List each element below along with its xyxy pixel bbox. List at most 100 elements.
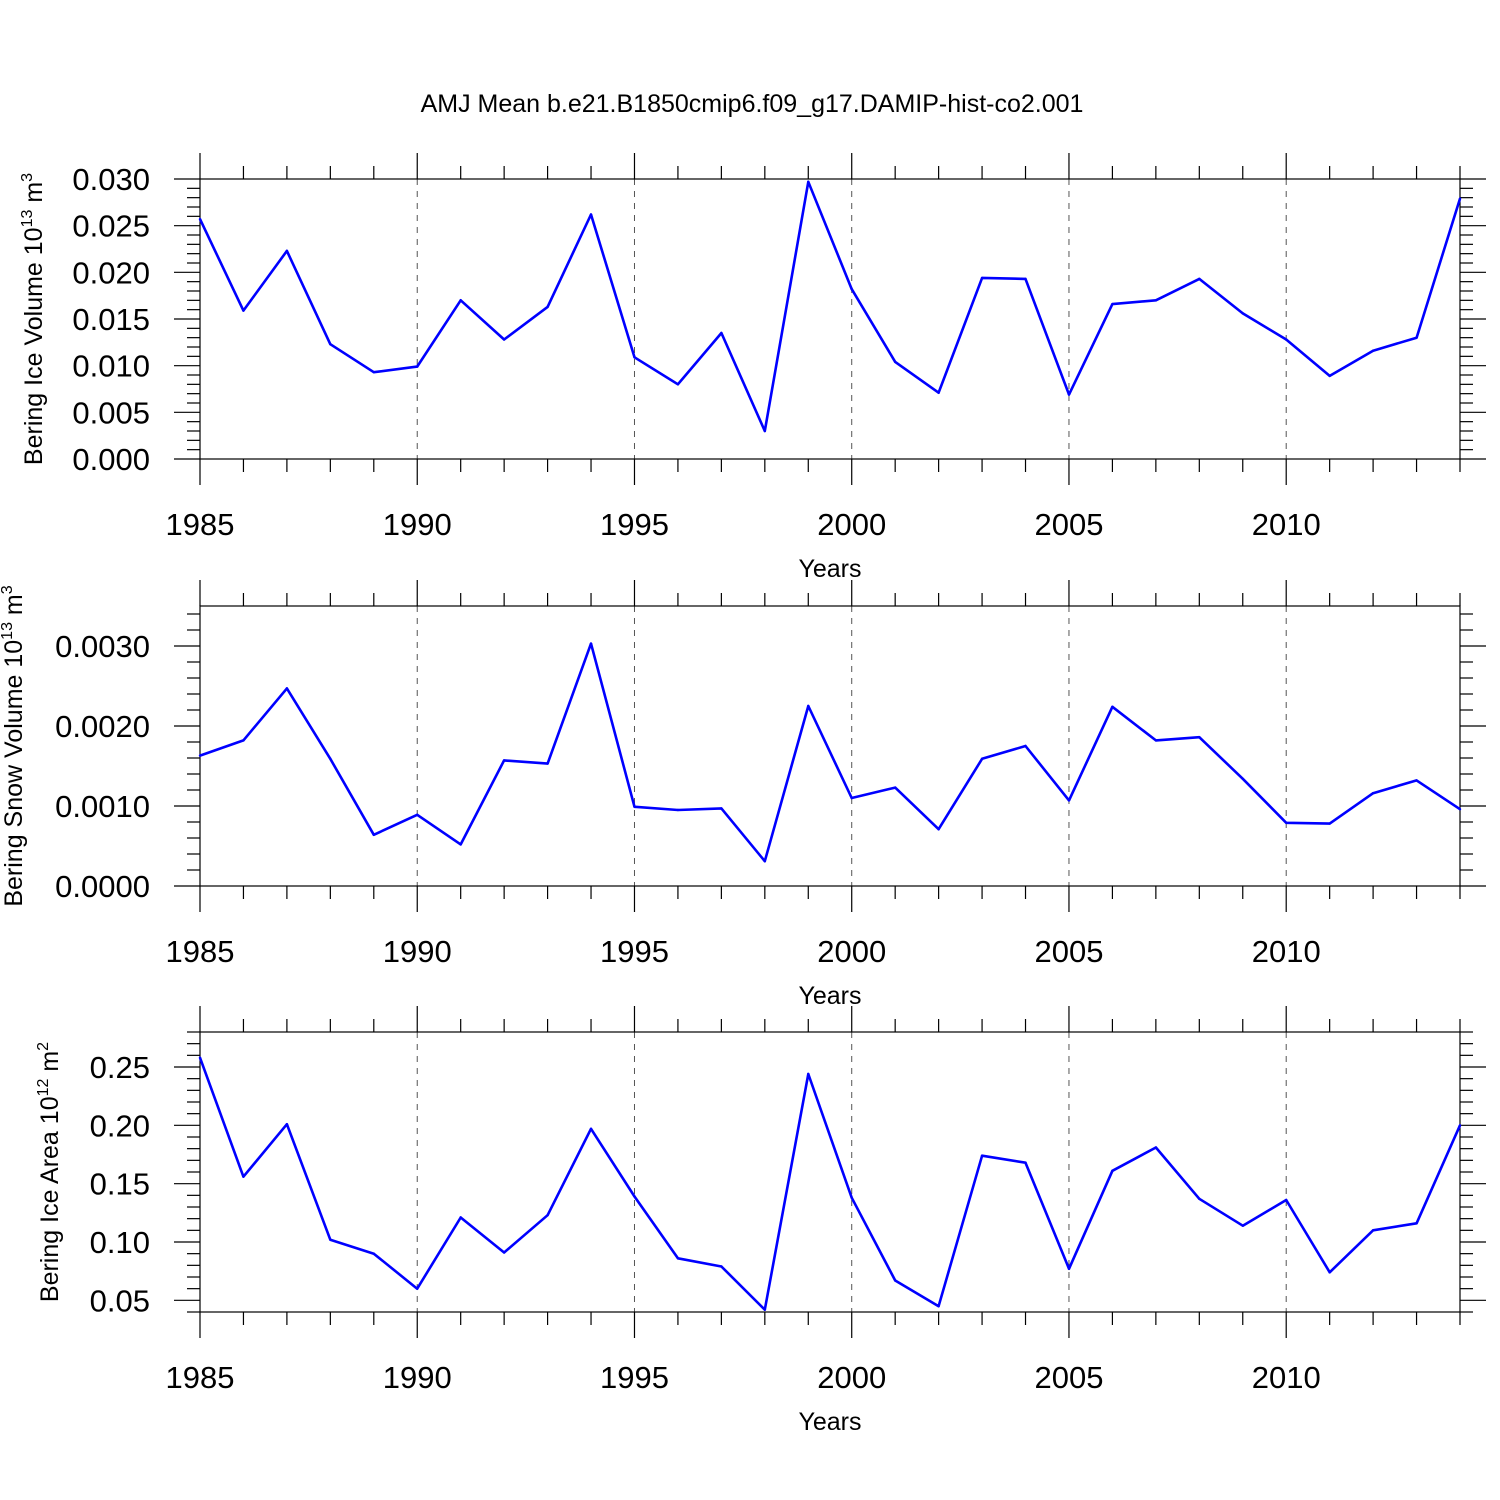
data-point [502, 1251, 506, 1254]
data-point [633, 356, 636, 359]
data-point [850, 796, 853, 800]
data-point [676, 1257, 680, 1260]
data-point [1198, 736, 1201, 739]
data-point [372, 371, 375, 374]
data-point [1111, 705, 1114, 708]
data-point [1154, 739, 1158, 742]
y-tick-label: 0.000 [72, 442, 150, 477]
x-tick-label: 1995 [600, 507, 669, 542]
data-point [242, 309, 245, 312]
plot-frame [199, 1031, 1461, 1313]
data-point [1285, 1198, 1288, 1202]
data-point [502, 759, 506, 762]
y-axis-title: Bering Ice Area 1012 m2 [35, 1042, 64, 1302]
x-tick-label: 2005 [1034, 1360, 1103, 1395]
data-point [676, 808, 680, 812]
y-tick-label: 0.020 [72, 255, 150, 290]
x-tick-label: 1985 [166, 507, 235, 542]
data-point [1024, 277, 1027, 281]
x-tick-label: 2005 [1034, 507, 1103, 542]
y-axis-title: Bering Snow Volume 1013 m3 [0, 585, 28, 906]
data-point [763, 429, 767, 433]
x-tick-label: 1990 [383, 1360, 452, 1395]
data-point [416, 813, 419, 816]
data-point [1328, 374, 1331, 378]
x-tick-label: 1995 [600, 1360, 669, 1395]
data-point [980, 276, 984, 280]
data-point [937, 1304, 940, 1308]
data-point [546, 762, 549, 765]
data-point [589, 213, 593, 216]
x-axis-title: Years [798, 555, 861, 583]
y-tick-label: 0.20 [90, 1108, 150, 1143]
y-tick-label: 0.015 [72, 302, 150, 337]
data-point [893, 360, 897, 364]
data-point [720, 807, 723, 810]
chart-panel-2: 0.0000 0.0010 0.0020 0.0030 1985 1990 1995 2000… [0, 580, 1486, 1010]
x-tick-label: 2000 [817, 507, 886, 542]
data-point [1285, 338, 1288, 341]
data-point [1067, 393, 1071, 396]
plot-frame [199, 178, 1461, 460]
data-point [1415, 1222, 1418, 1225]
data-point [720, 331, 723, 335]
y-tick-label: 0.005 [72, 395, 150, 430]
data-point [1328, 822, 1331, 825]
y-tick-label: 0.25 [90, 1050, 150, 1085]
data-point [850, 1196, 853, 1199]
x-tick-label: 1995 [600, 934, 669, 969]
y-tick-label: 0.010 [72, 349, 150, 384]
data-point [1067, 799, 1071, 802]
data-point [937, 391, 940, 394]
data-point [980, 757, 984, 760]
data-point [329, 343, 332, 346]
chart-panel-1: 0.000 0.005 0.010 0.015 0.020 0.025 0.030 1985 1… [19, 153, 1486, 583]
y-tick-label: 0.0030 [55, 629, 150, 664]
data-point [589, 1127, 593, 1131]
data-point [850, 287, 853, 291]
data-point [1415, 779, 1418, 782]
chart-panel-3: 0.05 0.10 0.15 0.20 0.25 1985 1990 1995 2000 2005… [35, 1006, 1486, 1436]
y-tick-label: 0.030 [72, 162, 150, 197]
data-point [1241, 1224, 1244, 1227]
x-tick-label: 1985 [166, 934, 235, 969]
data-line [199, 642, 1461, 863]
x-tick-label: 2000 [817, 1360, 886, 1395]
data-point [198, 217, 202, 221]
data-point [1415, 336, 1418, 339]
data-point [1328, 1271, 1331, 1274]
data-point [285, 249, 289, 253]
data-point [1371, 792, 1375, 795]
data-point [1198, 1197, 1201, 1201]
plot-frame [199, 605, 1461, 887]
data-point [589, 642, 593, 645]
data-point [633, 1195, 636, 1198]
data-point [242, 1175, 245, 1178]
data-point [416, 365, 419, 368]
x-tick-label: 1990 [383, 934, 452, 969]
data-point [285, 1122, 289, 1126]
data-point [459, 843, 462, 846]
data-point [416, 1287, 419, 1290]
data-point [1111, 302, 1114, 306]
y-tick-label: 0.025 [72, 209, 150, 244]
data-point [372, 833, 375, 836]
data-point [893, 1279, 897, 1282]
x-axis-title: Years [798, 982, 861, 1010]
data-point [1154, 299, 1158, 302]
data-point [372, 1252, 375, 1255]
data-point [633, 805, 636, 808]
y-tick-label: 0.0010 [55, 789, 150, 824]
data-point [807, 180, 810, 183]
x-tick-label: 2010 [1252, 507, 1321, 542]
data-point [242, 739, 245, 742]
data-point [1458, 808, 1462, 811]
data-point [807, 704, 810, 708]
data-point [198, 1056, 202, 1059]
x-tick-label: 2005 [1034, 934, 1103, 969]
y-tick-label: 0.15 [90, 1167, 150, 1202]
data-point [459, 299, 462, 302]
data-point [1067, 1267, 1071, 1271]
data-point [720, 1265, 723, 1268]
